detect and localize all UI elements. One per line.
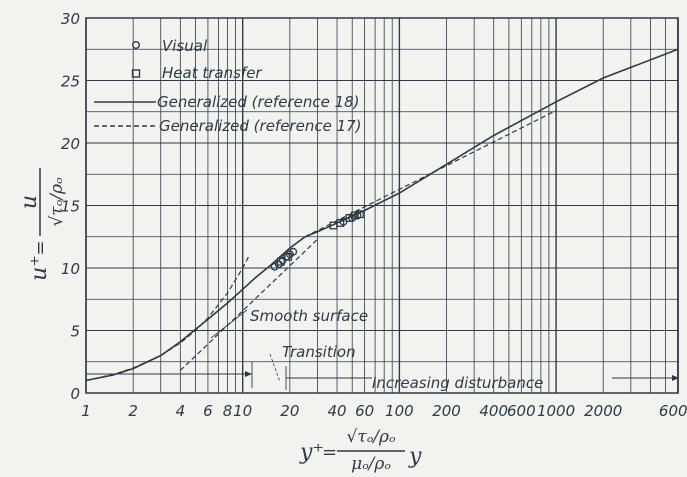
y-tick-label: 20 [61, 135, 80, 153]
x-tick-label: 200 [432, 402, 461, 420]
increasing-disturbance-label: Increasing disturbance [372, 374, 543, 392]
x-axis-denominator: μₒ/ρₒ [351, 454, 391, 474]
x-tick-label: 8 [223, 402, 233, 420]
y-tick-label: 5 [70, 323, 80, 341]
x-axis-label: y⁺ = √τₒ/ρₒ μₒ/ρₒ y [299, 427, 422, 474]
x-tick-label: 2000 [584, 402, 622, 420]
annotations: Smooth surface Transition Increasing dis… [86, 307, 679, 392]
x-axis-equals: = [322, 442, 337, 463]
point-heat-transfer [284, 252, 293, 261]
y-axis-lhs: u⁺ [27, 255, 52, 281]
legend-label-ref18: Generalized (reference 18) [157, 93, 360, 111]
y-axis-denominator: √τₒ/ρₒ [47, 177, 67, 227]
point-heat-transfer [276, 257, 285, 266]
x-tick-label: 60 [355, 402, 374, 420]
plot-frame [85, 17, 679, 394]
x-tick-label: 6 [203, 402, 213, 420]
x-tick-label: 600 [507, 402, 536, 420]
legend-marker-visual [131, 41, 140, 50]
legend-label-heat-transfer: Heat transfer [162, 64, 262, 82]
x-tick-label: 400 [479, 402, 508, 420]
y-tick-label: 30 [61, 10, 80, 28]
point-heat-transfer [355, 210, 364, 219]
series-line-ref18 [85, 48, 679, 382]
point-heat-transfer [350, 211, 359, 220]
y-axis-equals: = [30, 240, 51, 255]
x-tick-label: 10 [233, 402, 252, 420]
tick-labels: 1246810204060100200400600100020006000051… [61, 10, 687, 420]
x-axis-numerator: √τₒ/ρₒ [346, 427, 396, 447]
smooth-surface-leader [210, 309, 248, 339]
disturbance-arrowhead [672, 375, 679, 381]
y-tick-label: 0 [70, 385, 80, 403]
x-axis-suffix: y [408, 444, 422, 469]
point-heat-transfer [336, 219, 345, 227]
point-visual [270, 262, 279, 271]
legend: Visual Heat transfer Generalized (refere… [94, 37, 362, 135]
legend-marker-heat-transfer [131, 69, 141, 78]
smooth-surface-label: Smooth surface [250, 307, 368, 325]
series-line-ref17 [304, 109, 557, 238]
x-tick-label: 100 [385, 402, 414, 420]
x-tick-label: 2 [128, 402, 138, 420]
point-visual [289, 247, 298, 256]
x-tick-label: 1 [81, 402, 91, 420]
x-tick-label: 4 [176, 402, 186, 420]
grid [85, 17, 679, 394]
y-tick-label: 10 [61, 260, 80, 278]
series-line-ref17 [85, 255, 250, 382]
y-tick-label: 25 [61, 73, 80, 91]
point-heat-transfer [345, 214, 354, 222]
smooth-range-arrowhead [245, 371, 252, 377]
x-tick-label: 1000 [537, 402, 575, 420]
x-tick-label: 20 [280, 402, 299, 420]
legend-label-visual: Visual [162, 37, 208, 55]
y-axis-numerator: u [17, 195, 42, 209]
data-series [85, 48, 679, 382]
y-tick-label: 15 [61, 198, 80, 216]
legend-label-ref17: Generalized (reference 17) [159, 117, 362, 135]
y-axis-label: u⁺ = u √τₒ/ρₒ [17, 168, 67, 281]
transition-label: Transition [282, 343, 356, 361]
x-axis-lhs: y⁺ [299, 440, 324, 465]
x-tick-label: 40 [327, 402, 346, 420]
